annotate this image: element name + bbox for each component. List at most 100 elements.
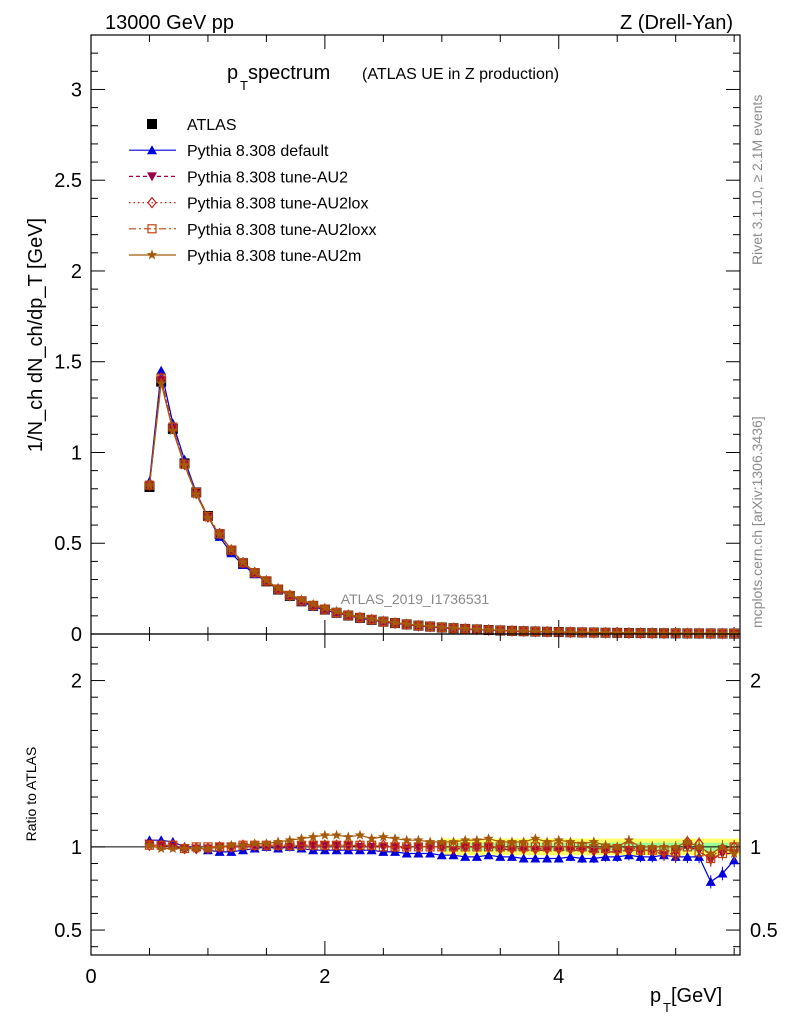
main-point-au2m	[518, 625, 529, 636]
ratio-point-au2m	[623, 834, 635, 845]
main-point-au2m	[541, 626, 553, 637]
legend-label-default: Pythia 8.308 default	[187, 143, 329, 160]
ratio-point-default	[460, 851, 471, 861]
ratio-point-au2loxx	[343, 840, 353, 850]
main-point-au2m	[448, 622, 459, 633]
ratio-point-au2m	[495, 836, 506, 847]
main-point-au2m	[717, 628, 728, 638]
main-y-axis-label-text: 1/N_ch dN_ch/dp_T [GeV]	[25, 218, 47, 452]
ratio-point-au2loxx	[308, 840, 318, 850]
main-point-au2lox	[214, 527, 225, 540]
main-point-au2m	[483, 624, 494, 635]
main-y-axis: 0 0.5 1 1.5 2 2.5 3	[54, 52, 740, 646]
main-y-tick-label: 2	[71, 261, 82, 283]
main-point-au2m	[167, 425, 179, 436]
ratio-point-default	[483, 850, 494, 860]
legend-item-default: Pythia 8.308 default	[129, 143, 329, 160]
ratio-point-au2loxx	[460, 842, 470, 852]
main-point-au2m	[647, 627, 658, 638]
ratio-point-au2m	[237, 839, 249, 850]
ratio-point-au2m	[319, 829, 331, 840]
legend-marker-au2m	[146, 249, 158, 260]
x-axis-label: p T [GeV]	[650, 985, 722, 1015]
main-point-au2m	[705, 628, 716, 638]
main-point-au2m	[588, 627, 600, 637]
ratio-point-au2m	[530, 833, 541, 843]
ratio-point-default	[553, 853, 564, 863]
ratio-point-au2lox	[366, 839, 377, 852]
ratio-point-au2m	[518, 836, 529, 847]
main-point-default	[156, 365, 167, 375]
ratio-point-au2m	[191, 843, 202, 853]
ratio-point-au2loxx	[483, 842, 494, 852]
ratio-point-default	[436, 850, 447, 860]
main-point-au2m	[284, 588, 295, 599]
plot-title-subscript: T	[240, 78, 248, 93]
ratio-point-default	[413, 848, 424, 858]
main-y-tick-label: 0.5	[54, 533, 82, 555]
main-point-au2m	[565, 626, 576, 637]
ratio-point-au2lox	[331, 839, 342, 852]
ratio-point-au2loxx	[402, 842, 412, 852]
ratio-point-au2loxx	[472, 842, 482, 852]
main-point-au2m	[635, 627, 646, 638]
legend-label-au2lox: Pythia 8.308 tune-AU2lox	[187, 196, 368, 213]
main-point-au2m	[378, 615, 389, 626]
main-point-au2m	[495, 624, 506, 635]
main-y-tick-label: 2.5	[54, 170, 82, 192]
ratio-x-axis: 0 2 4	[85, 634, 735, 988]
main-point-au2m	[471, 623, 483, 634]
ratio-point-au2m	[483, 833, 494, 843]
ratio-point-au2m	[354, 829, 366, 840]
ratio-point-au2loxx	[355, 840, 365, 850]
ratio-point-au2m	[588, 836, 600, 847]
main-point-au2m	[214, 528, 225, 539]
ratio-point-au2lox	[600, 842, 611, 855]
ratio-point-default	[717, 868, 728, 878]
ratio-point-au2m	[331, 829, 342, 840]
legend-label-data: ATLAS	[187, 117, 237, 134]
ratio-point-default	[705, 876, 716, 886]
ratio-point-au2m	[179, 843, 190, 853]
main-point-au2m	[191, 488, 202, 499]
ratio-series-group	[144, 829, 740, 889]
legend-marker-data	[147, 119, 157, 129]
ratio-point-au2m	[307, 831, 319, 842]
ratio-point-au2m	[612, 841, 623, 852]
ratio-point-au2m	[682, 836, 693, 847]
main-panel: 0 0.5 1 1.5 2 2.5 3 ATLAS_2019_I1736531 p T sp…	[25, 34, 741, 646]
ratio-point-au2m	[261, 838, 272, 848]
ratio-point-au2lox	[355, 839, 365, 852]
ratio-point-au2m	[471, 834, 483, 845]
ratio-point-au2m	[167, 843, 179, 853]
ratio-point-au2m	[214, 841, 225, 852]
ratio-point-default	[682, 851, 693, 861]
ratio-point-default	[565, 851, 576, 861]
ratio-point-au2m	[272, 836, 284, 847]
ratio-point-au2lox	[589, 842, 599, 855]
ratio-point-au2m	[460, 834, 471, 845]
ratio-point-au2lox	[390, 840, 400, 853]
ratio-point-default	[635, 851, 646, 861]
main-point-au2m	[226, 544, 237, 554]
main-point-au2m	[155, 378, 167, 388]
header-collision-label: 13000 GeV pp	[105, 12, 234, 34]
main-point-au2m	[460, 623, 471, 634]
ratio-y-tick-label-right: 1	[750, 837, 761, 859]
ratio-series-au2m	[144, 829, 740, 861]
main-point-au2m	[343, 608, 354, 619]
x-axis-label-unit: [GeV]	[671, 985, 722, 1007]
ratio-point-au2lox	[472, 840, 482, 853]
plot-title-p: p	[227, 62, 238, 84]
main-y-axis-label: 1/N_ch dN_ch/dp_T [GeV]	[25, 218, 47, 452]
legend-item-au2: Pythia 8.308 tune-AU2	[129, 169, 348, 186]
main-point-au2lox	[203, 510, 213, 523]
ratio-point-default	[542, 853, 553, 863]
main-point-au2m	[261, 574, 272, 585]
main-point-au2m	[600, 627, 611, 638]
ratio-point-au2m	[448, 836, 459, 847]
main-series-au2m	[144, 378, 740, 639]
ratio-point-au2m	[506, 836, 518, 847]
ratio-point-au2m	[553, 834, 564, 845]
